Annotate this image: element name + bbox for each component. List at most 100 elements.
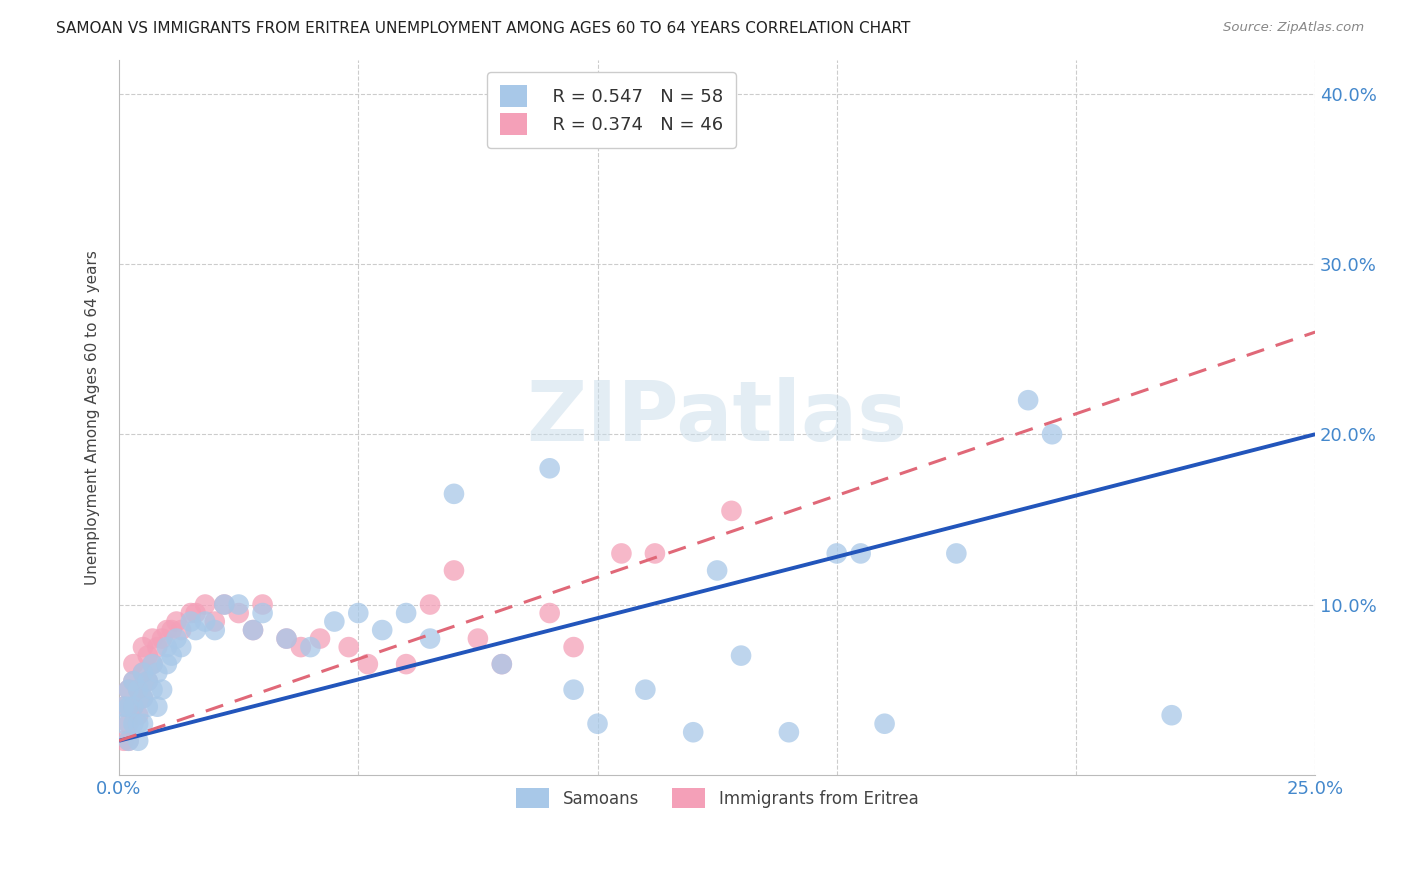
Point [117,682,139,697]
Point [127,708,149,723]
Point [184,606,207,620]
Point [778,725,800,739]
Point [156,640,179,654]
Point [467,632,489,646]
Point [122,674,145,689]
Point [242,623,264,637]
Text: Source: ZipAtlas.com: Source: ZipAtlas.com [1223,21,1364,34]
Point [141,657,163,672]
Point [127,682,149,697]
Point [562,682,585,697]
Point [228,598,250,612]
Point [141,657,163,672]
Point [166,632,188,646]
Point [132,640,155,654]
Point [242,623,264,637]
Point [395,657,418,672]
Y-axis label: Unemployment Among Ages 60 to 64 years: Unemployment Among Ages 60 to 64 years [86,250,100,584]
Point [122,674,145,689]
Point [127,733,149,747]
Point [150,682,173,697]
Point [204,623,226,637]
Point [136,699,159,714]
Point [166,615,188,629]
Point [141,632,163,646]
Text: ZIPatlas: ZIPatlas [527,376,908,458]
Point [132,691,155,706]
Point [323,615,346,629]
Point [204,615,226,629]
Point [337,640,360,654]
Legend: Samoans, Immigrants from Eritrea: Samoans, Immigrants from Eritrea [508,780,927,816]
Point [491,657,513,672]
Point [252,598,274,612]
Point [117,733,139,747]
Point [491,657,513,672]
Point [170,623,193,637]
Point [117,682,139,697]
Point [146,699,169,714]
Point [122,657,145,672]
Point [276,632,298,646]
Point [214,598,236,612]
Point [395,606,418,620]
Point [112,699,135,714]
Point [682,725,704,739]
Point [122,699,145,714]
Point [136,674,159,689]
Point [730,648,752,663]
Point [849,546,872,560]
Point [634,682,657,697]
Point [371,623,394,637]
Point [419,632,441,646]
Point [112,699,135,714]
Point [132,716,155,731]
Point [112,716,135,731]
Point [538,461,561,475]
Point [945,546,967,560]
Point [160,648,183,663]
Point [156,623,179,637]
Point [160,623,183,637]
Point [252,606,274,620]
Point [419,598,441,612]
Point [112,733,135,747]
Point [132,665,155,680]
Point [309,632,332,646]
Point [706,564,728,578]
Point [136,674,159,689]
Point [150,632,173,646]
Point [180,615,202,629]
Point [347,606,370,620]
Point [170,640,193,654]
Point [214,598,236,612]
Point [132,665,155,680]
Point [443,487,465,501]
Point [136,648,159,663]
Point [132,691,155,706]
Point [610,546,633,560]
Point [1160,708,1182,723]
Text: SAMOAN VS IMMIGRANTS FROM ERITREA UNEMPLOYMENT AMONG AGES 60 TO 64 YEARS CORRELA: SAMOAN VS IMMIGRANTS FROM ERITREA UNEMPL… [56,21,911,36]
Point [562,640,585,654]
Point [141,682,163,697]
Point [194,615,217,629]
Point [538,606,561,620]
Point [127,716,149,731]
Point [146,640,169,654]
Point [194,598,217,612]
Point [443,564,465,578]
Point [290,640,312,654]
Point [228,606,250,620]
Point [146,665,169,680]
Point [825,546,848,560]
Point [1017,393,1039,408]
Point [180,606,202,620]
Point [117,716,139,731]
Point [720,504,742,518]
Point [873,716,896,731]
Point [586,716,609,731]
Point [357,657,380,672]
Point [276,632,298,646]
Point [184,623,207,637]
